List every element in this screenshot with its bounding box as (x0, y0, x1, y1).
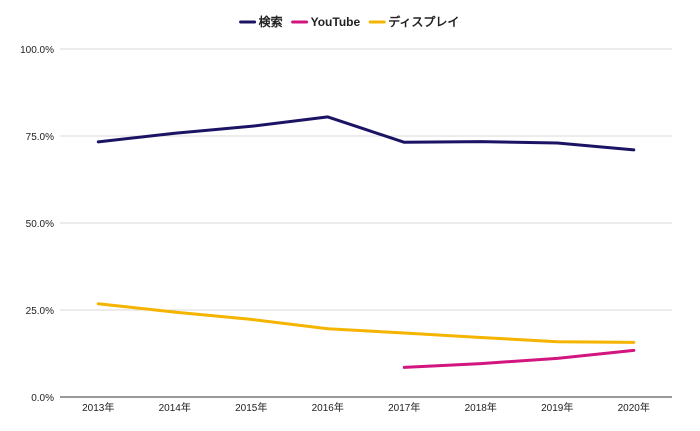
x-tick-label: 2013年 (82, 401, 114, 414)
legend-label: YouTube (311, 15, 361, 29)
axis-layer: 0.0% 25.0% 50.0% 75.0% 100.0% 2013年 2014年 2015年… (20, 45, 672, 414)
x-tick-label: 2015年 (235, 401, 267, 414)
series-line-2 (96, 302, 636, 344)
x-tick-label: 2018年 (465, 401, 497, 414)
x-tick-label: 2020年 (618, 401, 650, 414)
y-tick-label: 75.0% (26, 132, 54, 143)
x-tick-label: 2019年 (541, 401, 573, 414)
x-tick-label: 2016年 (312, 401, 344, 414)
legend: 検索 YouTube ディスプレイ (239, 14, 459, 29)
x-tick-label: 2014年 (159, 401, 191, 414)
legend-item[interactable]: YouTube (291, 15, 361, 29)
y-tick-label: 25.0% (26, 306, 54, 317)
legend-label: 検索 (259, 14, 283, 29)
series-line-0 (96, 115, 636, 152)
series-line-1 (402, 348, 636, 369)
y-tick-label: 0.0% (31, 393, 54, 404)
legend-item[interactable]: 検索 (239, 14, 283, 29)
series-layer (96, 115, 636, 369)
y-tick-label: 50.0% (26, 219, 54, 230)
x-tick-label: 2017年 (388, 401, 420, 414)
y-tick-label: 100.0% (20, 45, 54, 56)
legend-item[interactable]: ディスプレイ (368, 14, 459, 29)
legend-label: ディスプレイ (388, 14, 459, 29)
grid-layer (60, 48, 672, 311)
